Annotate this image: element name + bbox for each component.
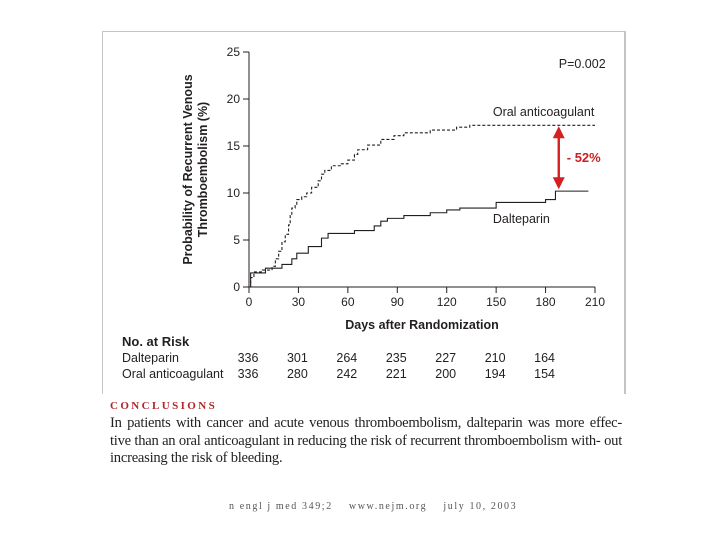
y-tick-label: 0 <box>233 280 240 294</box>
conclusions-line: tive than an oral anticoagulant in reduc… <box>110 432 601 449</box>
x-tick-label: 60 <box>341 295 355 309</box>
y-axis-ticks: 0 5 10 15 20 25 <box>227 45 249 294</box>
reduction-arrow <box>552 126 565 190</box>
x-tick-label: 0 <box>246 295 253 309</box>
journal-reference: n engl j med 349;2 <box>229 501 333 512</box>
x-tick-label: 90 <box>391 295 405 309</box>
y-tick-label: 20 <box>227 92 241 106</box>
x-tick-label: 120 <box>437 295 457 309</box>
journal-website: www.nejm.org <box>348 501 428 512</box>
risk-table: No. at Risk Dalteparin Oral anticoagulan… <box>120 334 600 386</box>
risk-value: 280 <box>286 367 308 381</box>
y-tick-label: 15 <box>227 139 241 153</box>
risk-value: 164 <box>534 351 555 365</box>
risk-value: 336 <box>237 351 259 365</box>
risk-value: 210 <box>484 351 506 365</box>
conclusions-text: In patients with cancer and acute venous… <box>110 415 622 468</box>
risk-value: 194 <box>484 367 506 381</box>
x-tick-label: 180 <box>536 295 556 309</box>
footer-citation: n engl j med 349;2 www.nejm.org july 10,… <box>229 501 529 512</box>
series-layer <box>249 124 595 288</box>
risk-value: 336 <box>237 367 259 381</box>
risk-value: 200 <box>435 367 457 381</box>
x-tick-label: 30 <box>292 295 306 309</box>
arrow-head-down <box>552 177 565 190</box>
risk-row-label-dalteparin: Dalteparin <box>122 351 179 365</box>
km-chart: 0 5 10 15 20 25 0 30 60 90 120 150 180 210 Probabili… <box>181 45 606 332</box>
y-axis-label: Probability of Recurrent Venous <box>181 74 195 264</box>
p-value-label: P=0.002 <box>559 57 606 71</box>
risk-value: 235 <box>385 351 407 365</box>
reduction-label: - 52% <box>567 150 601 165</box>
risk-value: 301 <box>286 351 308 365</box>
figure-panel: 0 5 10 15 20 25 0 30 60 90 120 150 180 210 Probabili… <box>102 31 626 394</box>
x-tick-label: 210 <box>585 295 605 309</box>
risk-value: 242 <box>336 367 358 381</box>
risk-table-header: No. at Risk <box>122 334 190 349</box>
x-tick-label: 150 <box>486 295 506 309</box>
series-label-dalteparin: Dalteparin <box>493 212 550 226</box>
x-axis-ticks: 0 30 60 90 120 150 180 210 <box>246 287 605 309</box>
risk-value: 264 <box>336 351 358 365</box>
risk-value: 154 <box>534 367 555 381</box>
y-tick-label: 25 <box>227 45 241 59</box>
conclusions-section: Conclusions In patients with cancer and … <box>102 394 626 474</box>
y-tick-label: 5 <box>233 233 240 247</box>
series-line-oral-anticoagulant <box>249 124 595 288</box>
series-label-oral-anticoagulant: Oral anticoagulant <box>493 105 595 119</box>
arrow-head-up <box>552 126 565 139</box>
risk-row-label-oral-anticoagulant: Oral anticoagulant <box>122 367 224 381</box>
conclusions-line: In patients with cancer and acute venous… <box>110 415 622 431</box>
series-line-dalteparin <box>249 190 589 288</box>
risk-value: 227 <box>435 351 457 365</box>
y-tick-label: 10 <box>227 186 241 200</box>
y-axis-label: Thromboembolism (%) <box>196 102 210 237</box>
risk-value: 221 <box>385 367 407 381</box>
conclusions-line: out increasing the risk of bleeding. <box>110 432 622 467</box>
x-axis-label: Days after Randomization <box>345 318 499 332</box>
publication-date: july 10, 2003 <box>443 501 518 512</box>
conclusions-heading: Conclusions <box>110 400 218 412</box>
